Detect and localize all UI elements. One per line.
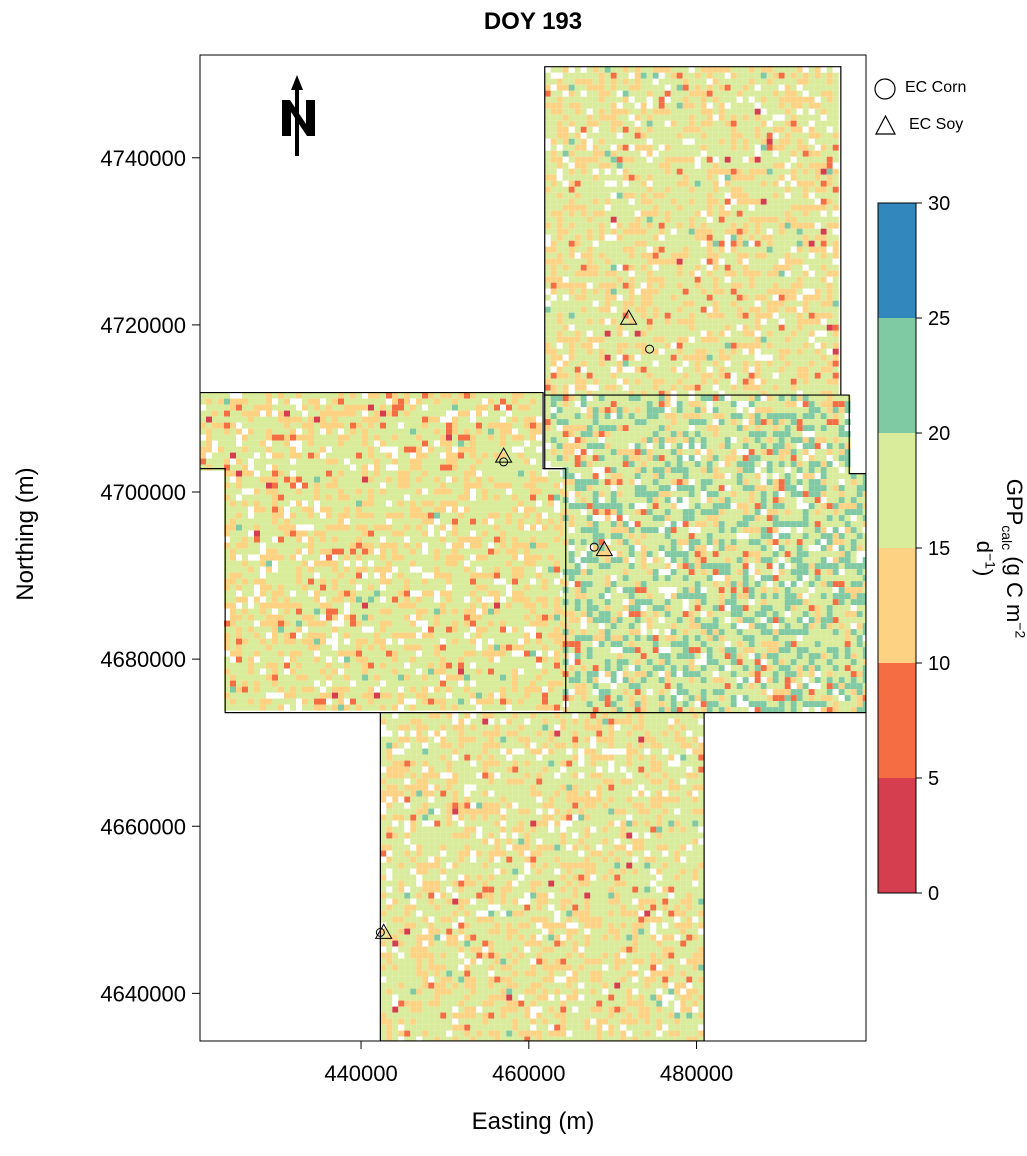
cb-label-sup2: −1 — [982, 552, 999, 569]
colorbar-bin — [878, 203, 916, 318]
ec-corn-site-marker — [645, 344, 655, 354]
cb-label-close: ) — [972, 568, 998, 577]
colorbar-tick-label: 30 — [928, 193, 950, 215]
colorbar-tick-label: 10 — [928, 653, 950, 675]
ec-corn-site-marker — [375, 927, 385, 937]
map-title: DOY 193 — [483, 8, 583, 35]
legend-label-soy: EC Soy — [909, 116, 964, 133]
legend-circle-icon — [874, 78, 896, 100]
cb-label-main: GPP — [1002, 478, 1027, 526]
legend-label-corn: EC Corn — [905, 79, 967, 96]
north-arrow-icon — [282, 75, 315, 156]
y-tick-label: 4660000 — [100, 814, 186, 839]
tile-west — [200, 391, 567, 714]
colorbar-label: GPPcalc (g C m−2 d−1) — [971, 459, 1027, 659]
cb-label-units-b: d — [972, 540, 998, 553]
colorbar-bin — [878, 778, 916, 893]
cb-label-units-a: (g C m — [1002, 550, 1027, 623]
y-tick-label: 4640000 — [100, 981, 186, 1006]
y-tick-label: 4700000 — [100, 480, 186, 505]
y-tick-label: 4720000 — [100, 313, 186, 338]
colorbar-tick-label: 5 — [928, 768, 939, 790]
y-axis: 4640000 4660000 4680000 4700000 4720000 47400… — [100, 146, 200, 1006]
ec-corn-site-marker — [499, 457, 509, 467]
ec-sites-layer — [374, 309, 655, 939]
ec-soy-site-marker — [374, 923, 393, 939]
tile-northeast — [544, 66, 842, 397]
colorbar-bin — [878, 663, 916, 778]
x-tick-label: 440000 — [324, 1061, 397, 1086]
ec-soy-site-marker — [494, 447, 513, 463]
ec-soy-site-marker — [619, 309, 638, 325]
x-axis-label: Easting (m) — [471, 1108, 595, 1135]
colorbar-tick-label: 15 — [928, 538, 950, 560]
colorbar-bin — [878, 548, 916, 663]
colorbar-tick-label: 0 — [928, 883, 939, 905]
cb-label-sub: calc — [998, 525, 1015, 551]
colorbar-bin — [878, 318, 916, 433]
x-tick-label: 480000 — [660, 1061, 733, 1086]
x-axis: 440000 460000 480000 — [324, 1040, 733, 1086]
legend — [874, 78, 896, 135]
x-tick-label: 460000 — [492, 1061, 565, 1086]
gpp-raster-layer — [200, 66, 866, 1041]
ec-soy-site-marker — [595, 540, 614, 557]
tile-south — [379, 712, 705, 1041]
colorbar: 0 5 10 15 20 25 30 — [877, 193, 950, 905]
colorbar-bin — [878, 433, 916, 548]
colorbar-tick-label: 25 — [928, 308, 950, 330]
y-tick-label: 4740000 — [100, 146, 186, 171]
legend-triangle-icon — [875, 114, 896, 135]
y-axis-label: Northing (m) — [12, 467, 39, 601]
cb-label-sup1: −2 — [1012, 622, 1027, 639]
tile-east — [544, 394, 866, 714]
colorbar-tick-label: 20 — [928, 423, 950, 445]
ec-corn-site-marker — [589, 542, 599, 552]
y-tick-label: 4680000 — [100, 647, 186, 672]
